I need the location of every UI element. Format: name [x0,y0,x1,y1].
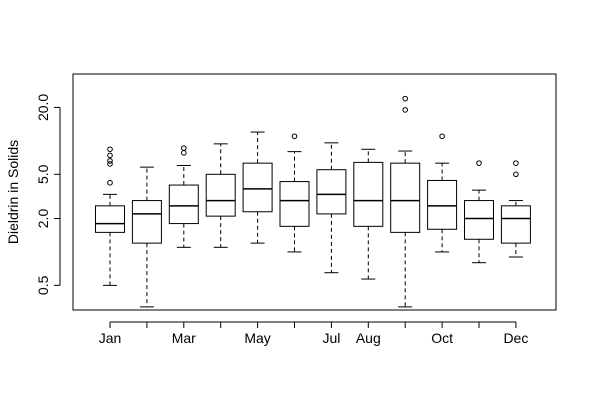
box-iqr [95,205,125,233]
outlier-point [402,107,409,113]
x-axis: Jan Mar May Jul Aug Oct Dec [99,321,528,346]
box-may [242,131,273,244]
x-tick-label: May [244,330,270,346]
x-tick-label: Aug [356,330,381,346]
outlier-point [291,133,298,140]
box-iqr [390,162,421,233]
box-iqr [242,162,273,213]
box-jun [279,133,310,253]
y-tick-label: 20.0 [35,94,51,121]
box-iqr [427,179,458,230]
box-jan [95,146,125,286]
box-iqr [500,205,531,244]
y-axis: 0.5 2.0 5.0 20.0 [35,94,61,295]
outlier-point [181,150,187,156]
box-sep [390,95,421,308]
outlier-point [107,179,113,186]
plot-frame [72,73,557,311]
box-nov [464,160,494,264]
box-oct [427,133,458,253]
outlier-point [107,161,113,167]
box-iqr [168,184,199,225]
y-axis-label: Dieldrin in Solids [5,140,21,244]
x-tick-label: Dec [503,330,528,346]
box-jul [316,142,347,274]
outlier-point [107,146,113,153]
box-iqr [464,200,494,240]
x-tick-label: Jul [322,330,340,346]
x-tick-label: Jan [99,330,122,346]
outlier-point [107,152,113,159]
outlier-point [107,158,113,164]
outlier-point [513,160,519,166]
box-iqr [316,169,347,215]
x-tick-label: Oct [431,330,453,346]
box-aug [353,148,384,280]
outlier-point [402,95,409,102]
x-tick-label: Mar [172,330,196,346]
box-feb [131,166,162,308]
outlier-point [513,171,519,178]
box-mar [168,145,199,248]
outlier-point [476,160,482,166]
y-tick-label: 0.5 [35,275,51,295]
box-apr [205,143,236,248]
outlier-point [181,145,187,151]
box-iqr [353,161,384,227]
box-dec [500,160,531,258]
box-series [95,95,531,308]
y-tick-label: 2.0 [35,209,51,229]
box-iqr [205,173,236,217]
box-iqr [279,181,310,227]
y-tick-label: 5.0 [35,164,51,184]
outlier-point [439,133,445,140]
box-iqr [131,200,162,244]
